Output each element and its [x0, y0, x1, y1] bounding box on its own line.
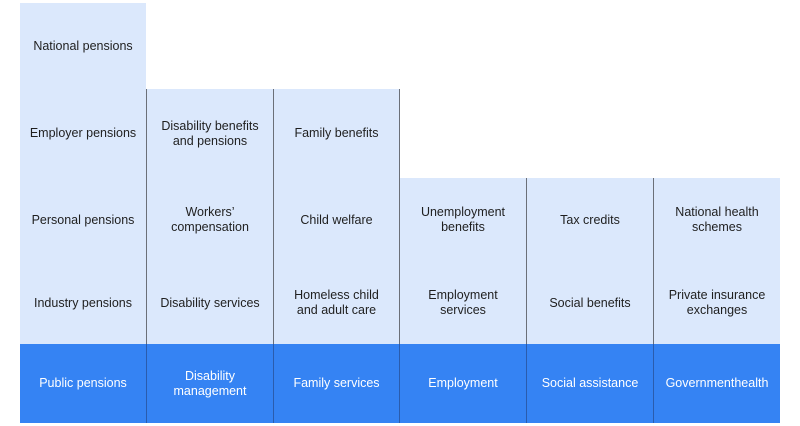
- cell-disability-benefits-and-pensions: Disability benefits and pensions: [147, 89, 273, 178]
- cell-label: Unemployment benefits: [420, 205, 506, 234]
- cell-national-pensions: National pensions: [20, 3, 146, 89]
- cell-social-benefits: Social benefits: [527, 262, 653, 344]
- header-label: Family services: [293, 376, 380, 390]
- column-divider: [653, 344, 654, 423]
- cell-label: Child welfare: [300, 212, 373, 227]
- cell-label: Social benefits: [549, 295, 631, 310]
- cell-label: Workers’ compensation: [171, 205, 249, 234]
- column-divider: [273, 89, 274, 344]
- cell-employer-pensions: Employer pensions: [20, 89, 146, 178]
- cell-label: National pensions: [33, 38, 133, 53]
- cell-label: Tax credits: [560, 212, 620, 227]
- cell-homeless-child-and-adult-care: Homeless child and adult care: [274, 262, 399, 344]
- cell-label: Disability benefits and pensions: [161, 118, 259, 148]
- column-divider: [653, 178, 654, 344]
- cell-label: Family benefits: [294, 126, 379, 140]
- cell-label: Industry pensions: [34, 295, 132, 310]
- cell-personal-pensions: Personal pensions: [20, 178, 146, 262]
- cell-child-welfare: Child welfare: [274, 178, 399, 262]
- cell-label: Employer pensions: [29, 126, 137, 140]
- cell-label: Disability services: [160, 295, 260, 310]
- cell-label: Personal pensions: [31, 212, 135, 227]
- header-social-assistance: Social assistance: [527, 344, 653, 423]
- cell-label: Private insurance exchanges: [668, 288, 766, 317]
- column-divider: [399, 89, 400, 344]
- column-divider: [146, 344, 147, 423]
- header-label: Public pensions: [39, 376, 127, 390]
- header-label: Employment: [428, 376, 498, 390]
- cell-private-insurance-exchanges: Private insurance exchanges: [654, 262, 780, 344]
- column-divider: [526, 178, 527, 344]
- header-employment: Employment: [400, 344, 526, 423]
- cell-unemployment-benefits: Unemployment benefits: [400, 178, 526, 262]
- header-public-pensions: Public pensions: [20, 344, 146, 423]
- cell-family-benefits: Family benefits: [274, 89, 399, 178]
- header-label: Social assistance: [541, 376, 639, 390]
- cell-label: Employment services: [428, 288, 498, 317]
- column-divider: [273, 344, 274, 423]
- cell-tax-credits: Tax credits: [527, 178, 653, 262]
- cell-label: Homeless child and adult care: [294, 288, 379, 317]
- column-divider: [526, 344, 527, 423]
- column-divider: [399, 344, 400, 423]
- cell-employment-services: Employment services: [400, 262, 526, 344]
- header-governmenthealth: Governmenthealth: [654, 344, 780, 423]
- cell-label: National health schemes: [675, 205, 759, 234]
- column-divider: [146, 89, 147, 344]
- header-disability-management: Disability management: [147, 344, 273, 423]
- cell-industry-pensions: Industry pensions: [20, 262, 146, 344]
- cell-workers-compensation: Workers’ compensation: [147, 178, 273, 262]
- header-family-services: Family services: [274, 344, 399, 423]
- cell-national-health-schemes: National health schemes: [654, 178, 780, 262]
- header-label: Disability management: [173, 368, 247, 398]
- cell-disability-services: Disability services: [147, 262, 273, 344]
- header-label: Governmenthealth: [665, 376, 769, 390]
